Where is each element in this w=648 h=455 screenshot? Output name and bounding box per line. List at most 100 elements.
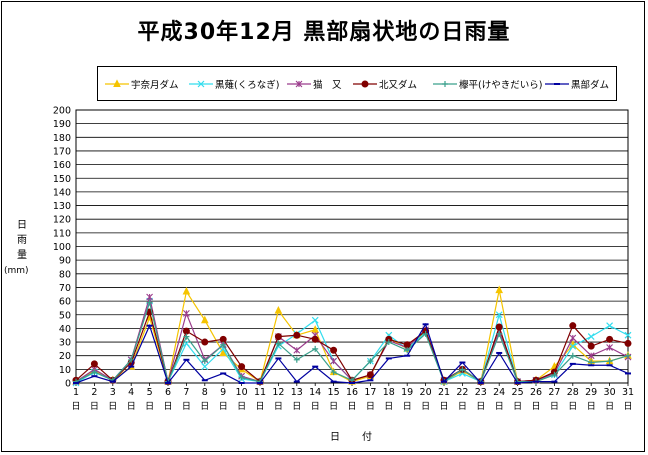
data-point [587,342,595,350]
x-tick-label: 27 [548,387,560,398]
data-point [183,309,190,317]
data-point [219,335,227,343]
data-point [113,79,121,87]
x-tick-label: 11 [254,387,266,398]
x-tick-label: 21 [438,387,450,398]
y-tick-label: 130 [53,201,71,212]
x-tick-label: 19 [401,387,413,398]
x-tick-suffix: 日 [403,401,412,412]
y-tick-label: 200 [53,106,71,117]
y-tick-label: 0 [65,379,71,390]
x-tick-label: 7 [183,387,189,398]
x-tick-label: 14 [309,387,321,398]
data-point [146,299,153,306]
y-tick-label: 10 [59,365,71,376]
x-tick-label: 24 [493,387,505,398]
x-tick-label: 16 [346,387,358,398]
x-tick-label: 23 [475,387,487,398]
y-tick-label: 150 [53,174,71,185]
legend-swatch [189,80,213,88]
data-point [293,331,301,339]
data-point [495,311,503,319]
data-point [330,369,337,376]
data-point [91,369,98,376]
x-tick-label: 22 [456,387,468,398]
data-point [311,335,319,343]
x-tick-suffix: 日 [587,401,596,412]
x-tick-suffix: 日 [108,401,117,412]
legend-swatch [545,83,569,85]
data-point [201,358,208,365]
x-tick-suffix: 日 [421,401,430,412]
x-tick-suffix: 日 [550,401,559,412]
data-point [606,344,613,351]
x-tick-suffix: 日 [311,401,320,412]
data-point [330,357,337,365]
x-tick-suffix: 日 [219,401,228,412]
data-point [495,285,504,294]
x-tick-label: 30 [604,387,616,398]
data-point [361,80,369,88]
data-point [606,322,614,330]
data-point [200,315,209,324]
x-tick-suffix: 日 [182,401,191,412]
y-axis-unit: (mm) [4,266,29,276]
x-tick-label: 3 [110,387,116,398]
data-point [295,80,303,88]
y-tick-label: 70 [59,283,71,294]
data-point [625,352,631,359]
x-tick-label: 6 [165,387,171,398]
y-tick-label: 110 [53,228,71,239]
data-point [569,334,577,342]
legend-label: 黒部ダム [571,80,610,91]
x-tick-suffix: 日 [255,401,264,412]
x-tick-label: 25 [512,387,524,398]
x-tick-suffix: 日 [163,401,172,412]
chart-title: 平成30年12月 黒部扇状地の日雨量 [137,20,511,45]
y-axis-label-char: 量 [17,250,27,261]
data-point [366,371,374,379]
x-tick-label: 8 [202,387,208,398]
x-tick-suffix: 日 [568,401,577,412]
legend-label: 黒薙(くろなぎ) [215,80,280,91]
y-tick-label: 170 [53,146,71,157]
legend-label: 宇奈月ダム [131,80,179,91]
x-tick-label: 2 [91,387,97,398]
y-axis-label-char: 雨 [17,235,27,246]
data-point [624,331,632,339]
x-tick-suffix: 日 [605,401,614,412]
data-point [183,333,190,340]
y-tick-label: 80 [59,269,71,280]
data-point [404,347,411,354]
y-tick-label: 180 [53,133,71,144]
data-point [587,352,595,360]
data-point [274,306,283,314]
x-tick-label: 9 [220,387,226,398]
x-tick-suffix: 日 [329,401,338,412]
y-tick-label: 40 [59,324,71,335]
data-point [201,363,209,371]
x-tick-label: 15 [328,387,340,398]
x-tick-label: 1 [73,387,79,398]
data-point [367,358,374,365]
x-tick-suffix: 日 [145,401,154,412]
series-6 [73,322,631,385]
y-axis-label: 日 雨 量 [12,218,32,263]
data-point [146,293,153,301]
data-point [197,80,205,88]
data-point [442,81,448,87]
x-tick-label: 10 [236,387,248,398]
data-point [238,374,245,381]
x-tick-suffix: 日 [458,401,467,412]
data-point [238,363,246,371]
data-point [293,346,301,354]
y-tick-label: 90 [59,256,71,267]
legend-swatch [287,80,311,88]
data-point [551,371,558,378]
y-tick-label: 100 [53,242,71,253]
y-tick-label: 50 [59,310,71,321]
x-tick-suffix: 日 [623,401,632,412]
x-tick-suffix: 日 [513,401,522,412]
data-point [275,340,282,347]
y-tick-label: 190 [53,119,71,130]
